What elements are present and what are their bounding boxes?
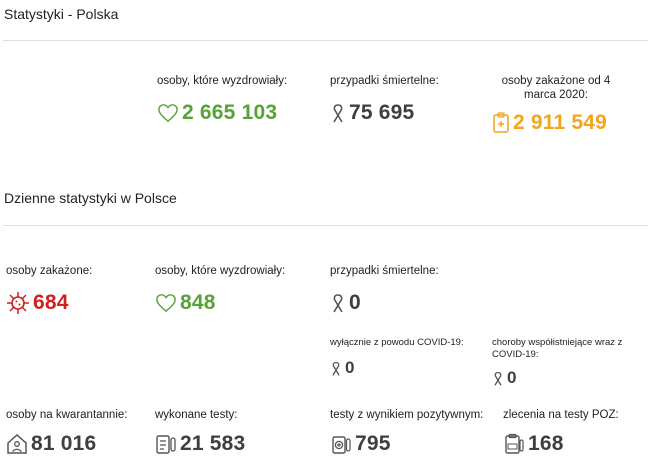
divider-top (3, 40, 648, 41)
stat-value: 2 665 103 (182, 101, 278, 124)
stat-poz-orders: zlecenia na testy POZ: 168 (503, 408, 648, 456)
virus-icon (6, 291, 30, 315)
ribbon-icon (330, 292, 346, 314)
ribbon-icon (330, 102, 346, 124)
stat-label: osoby zakażone: (6, 265, 93, 277)
stat-label: osoby na kwarantannie: (6, 409, 128, 421)
stat-tests-positive: testy z wynikiem pozytywnym: 795 (330, 408, 500, 456)
stat-value: 21 583 (180, 432, 246, 455)
heart-icon (157, 103, 179, 123)
stat-value: 168 (528, 432, 564, 455)
house-person-icon (6, 433, 28, 455)
test-checklist-icon (155, 433, 177, 455)
clipboard-cross-icon (492, 112, 510, 134)
stat-label: zlecenia na testy POZ: (503, 409, 619, 421)
stat-deaths-total: przypadki śmiertelne: 75 695 (330, 74, 480, 125)
divider-daily (3, 225, 648, 226)
stat-value: 0 (345, 358, 355, 377)
poz-clipboard-icon (503, 433, 525, 455)
ribbon-icon (492, 370, 504, 387)
section-title-poland: Statystyki - Polska (4, 6, 119, 22)
stat-infected-daily: osoby zakażone: 684 (6, 264, 146, 315)
stat-quarantine: osoby na kwarantannie: 81 016 (6, 408, 151, 456)
stat-label: przypadki śmiertelne: (330, 265, 439, 277)
stat-label: osoby, które wyzdrowiały: (157, 75, 288, 87)
stat-recovered-daily: osoby, które wyzdrowiały: 848 (155, 264, 325, 315)
stat-label: osoby, które wyzdrowiały: (155, 265, 286, 277)
stat-deaths-comorbid: choroby współistniejące wraz z COVID-19:… (492, 337, 646, 388)
stat-label: testy z wynikiem pozytywnym: (330, 409, 484, 421)
stat-value: 81 016 (31, 432, 97, 455)
stat-label: przypadki śmiertelne: (330, 75, 439, 87)
stat-infected-total: osoby zakażone od 4 marca 2020: 2 911 54… (492, 74, 642, 135)
ribbon-icon (330, 360, 342, 377)
stat-deaths-daily: przypadki śmiertelne: 0 (330, 264, 480, 315)
stat-value: 75 695 (349, 101, 415, 124)
stat-label: choroby współistniejące wraz z COVID-19: (492, 337, 623, 360)
heart-icon (155, 293, 177, 313)
stat-value: 2 911 549 (513, 111, 608, 134)
stat-value: 0 (349, 291, 361, 314)
stat-label: wykonane testy: (155, 409, 238, 421)
stat-value: 848 (180, 291, 216, 314)
stat-label: wyłącznie z powodu COVID-19: (330, 337, 464, 348)
stat-value: 0 (507, 368, 517, 387)
section-title-daily: Dzienne statystyki w Polsce (4, 190, 177, 206)
stat-value: 684 (33, 291, 69, 314)
stat-tests-done: wykonane testy: 21 583 (155, 408, 320, 456)
stat-value: 795 (355, 432, 391, 455)
stat-deaths-covid-only: wyłącznie z powodu COVID-19: 0 (330, 337, 480, 378)
stat-recovered-total: osoby, które wyzdrowiały: 2 665 103 (157, 74, 327, 125)
stat-label: osoby zakażone od 4 marca 2020: (501, 75, 611, 101)
test-plus-icon (330, 433, 352, 455)
